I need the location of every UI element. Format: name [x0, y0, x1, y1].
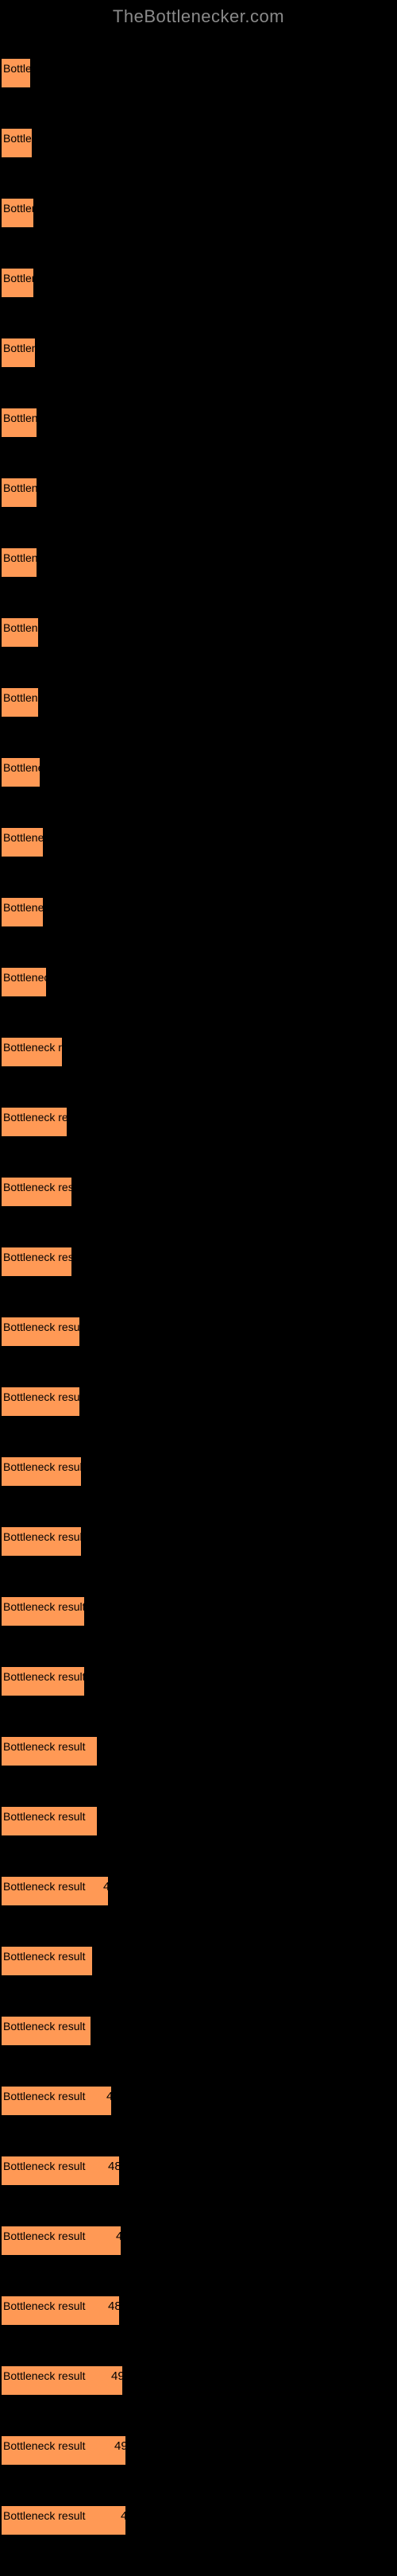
- chart-row: Bottleneck result 4: [2, 2210, 395, 2271]
- chart-row-label: Bottlenec: [3, 761, 49, 774]
- chart-row: Bottlene: [2, 253, 395, 313]
- chart-row-label: Bottlene: [3, 272, 44, 284]
- chart-value-label: 4: [103, 1880, 110, 1893]
- chart-row: Bottleneck result: [2, 1651, 395, 1712]
- chart-row: Bottleneck result: [2, 2001, 395, 2061]
- bottleneck-bar-chart: Bottlen Bottlen Bottlene Bottlene Bottlene Bo…: [0, 43, 397, 2576]
- chart-row-label: Bottleneck result: [3, 1390, 86, 1403]
- chart-row: Bottlen: [2, 43, 395, 103]
- chart-row-label: Bottleneck result: [3, 1181, 86, 1193]
- chart-row: Bottleneck result: [2, 1581, 395, 1642]
- chart-row-label: Bottleneck result: [3, 2299, 86, 2312]
- chart-row-label: Bottleneck result: [3, 1810, 86, 1823]
- chart-row: Bottleneck result 48: [2, 2141, 395, 2201]
- chart-row-label: Bottleneck result: [3, 2020, 86, 2033]
- chart-row: Bottleneck result: [2, 1931, 395, 1991]
- chart-row-label: Bottlene: [3, 551, 44, 564]
- site-title: TheBottlenecker.com: [113, 6, 284, 26]
- chart-row: Bottleneck result 4: [2, 2490, 395, 2551]
- chart-row: Bottlen: [2, 113, 395, 173]
- chart-row-label: Bottlene: [3, 342, 44, 354]
- page-header: TheBottlenecker.com: [0, 6, 397, 27]
- chart-row-label: Bottlen: [3, 62, 38, 75]
- chart-row: Bottleneck result: [2, 1441, 395, 1502]
- chart-row: Bottlenec: [2, 672, 395, 733]
- chart-row: Bottlene: [2, 602, 395, 663]
- chart-row: Bottleneck: [2, 812, 395, 872]
- chart-row: Bottleneck: [2, 882, 395, 942]
- chart-row-label: Bottleneck result: [3, 1460, 86, 1473]
- chart-row-label: Bottleneck: [3, 831, 55, 844]
- chart-row-label: Bottleneck result: [3, 2230, 86, 2242]
- chart-row-label: Bottleneck result: [3, 1740, 86, 1753]
- chart-row-label: Bottleneck result: [3, 1950, 86, 1963]
- chart-row-label: Bottleneck result: [3, 1111, 86, 1124]
- chart-value-label: 49: [111, 2369, 125, 2383]
- chart-row-label: Bottlene: [3, 482, 44, 494]
- chart-row-label: Bottlene: [3, 202, 44, 215]
- chart-row-label: Bottleneck result: [3, 1880, 86, 1893]
- chart-value-label: 4: [116, 2230, 122, 2243]
- chart-row-label: Bottleneck result: [3, 2509, 86, 2522]
- chart-row-label: Bottleneck result: [3, 1321, 86, 1333]
- chart-row-label: Bottlenec: [3, 691, 49, 704]
- chart-row-label: Bottleneck result: [3, 1600, 86, 1613]
- chart-row-label: Bottleneck result: [3, 1530, 86, 1543]
- chart-row: Bottleneck result 4: [2, 1861, 395, 1921]
- chart-row: Bottleneck result: [2, 1092, 395, 1152]
- chart-row-label: Bottleneck: [3, 971, 55, 984]
- chart-row: Bottleneck result 48: [2, 2280, 395, 2341]
- chart-row-label: Bottleneck result: [3, 1251, 86, 1263]
- chart-row-label: Bottlene: [3, 621, 44, 634]
- chart-row: Bottleneck result: [2, 1232, 395, 1292]
- chart-row: Bottleneck result: [2, 1721, 395, 1781]
- chart-row-label: Bottleneck result: [3, 2369, 86, 2382]
- chart-row: Bottleneck result: [2, 1371, 395, 1432]
- chart-row: Bottleneck resu: [2, 1022, 395, 1082]
- chart-row-label: Bottleneck: [3, 901, 55, 914]
- chart-row-label: Bottlene: [3, 412, 44, 424]
- chart-row-label: Bottleneck result: [3, 2160, 86, 2172]
- chart-row-label: Bottleneck resu: [3, 1041, 80, 1054]
- chart-value-label: 4: [106, 2090, 113, 2103]
- chart-value-label: 48: [108, 2299, 121, 2313]
- chart-row-label: Bottleneck result: [3, 2439, 86, 2452]
- chart-row: Bottlene: [2, 393, 395, 453]
- chart-value-label: 4: [121, 2509, 127, 2523]
- chart-row: Bottleneck result 49: [2, 2420, 395, 2481]
- chart-row: Bottlene: [2, 183, 395, 243]
- chart-row: Bottlene: [2, 462, 395, 523]
- chart-row: Bottlenec: [2, 742, 395, 803]
- chart-row: Bottleneck result: [2, 1302, 395, 1362]
- chart-value-label: 48: [108, 2160, 121, 2173]
- chart-row: Bottleneck result 49: [2, 2350, 395, 2411]
- chart-row-label: Bottleneck result: [3, 2090, 86, 2102]
- chart-row: Bottlene: [2, 532, 395, 593]
- chart-row: Bottleneck result: [2, 1511, 395, 1572]
- chart-row: Bottleneck: [2, 952, 395, 1012]
- chart-row-label: Bottlen: [3, 132, 38, 145]
- chart-value-label: 49: [114, 2439, 128, 2453]
- chart-row: Bottleneck result 4: [2, 2071, 395, 2131]
- chart-row-label: Bottleneck result: [3, 1670, 86, 1683]
- chart-row: Bottleneck result: [2, 1162, 395, 1222]
- chart-row: Bottlene: [2, 323, 395, 383]
- chart-row: Bottleneck result: [2, 1791, 395, 1851]
